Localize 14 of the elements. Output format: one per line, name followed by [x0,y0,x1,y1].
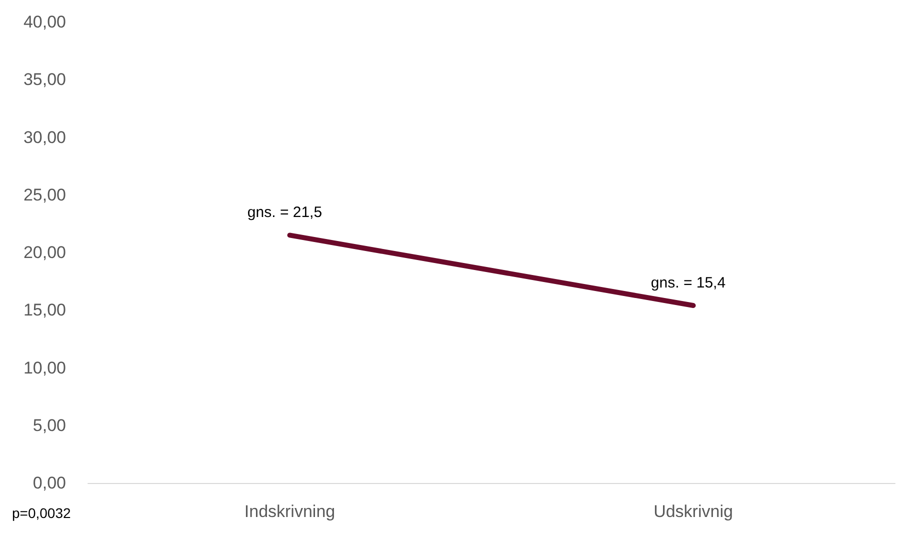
y-tick-label: 15,00 [23,300,66,320]
x-tick-label: Indskrivning [244,502,336,521]
y-tick-label: 5,00 [32,416,66,435]
y-tick-label: 30,00 [23,128,66,147]
y-tick-label: 0,00 [32,474,66,492]
text: p=0,0032 [12,505,71,521]
y-tick-label: 40,00 [23,12,66,32]
y-tick-label: 10,00 [23,358,66,378]
data-label: gns. = 15,4 [650,274,726,292]
x-tick-label: Udskrivnig [654,502,733,521]
y-tick-label: 25,00 [23,185,66,204]
data-label: gns. = 21,5 [247,204,322,222]
y-tick-label: 20,00 [23,243,66,262]
y-tick-label: 35,00 [23,70,66,90]
